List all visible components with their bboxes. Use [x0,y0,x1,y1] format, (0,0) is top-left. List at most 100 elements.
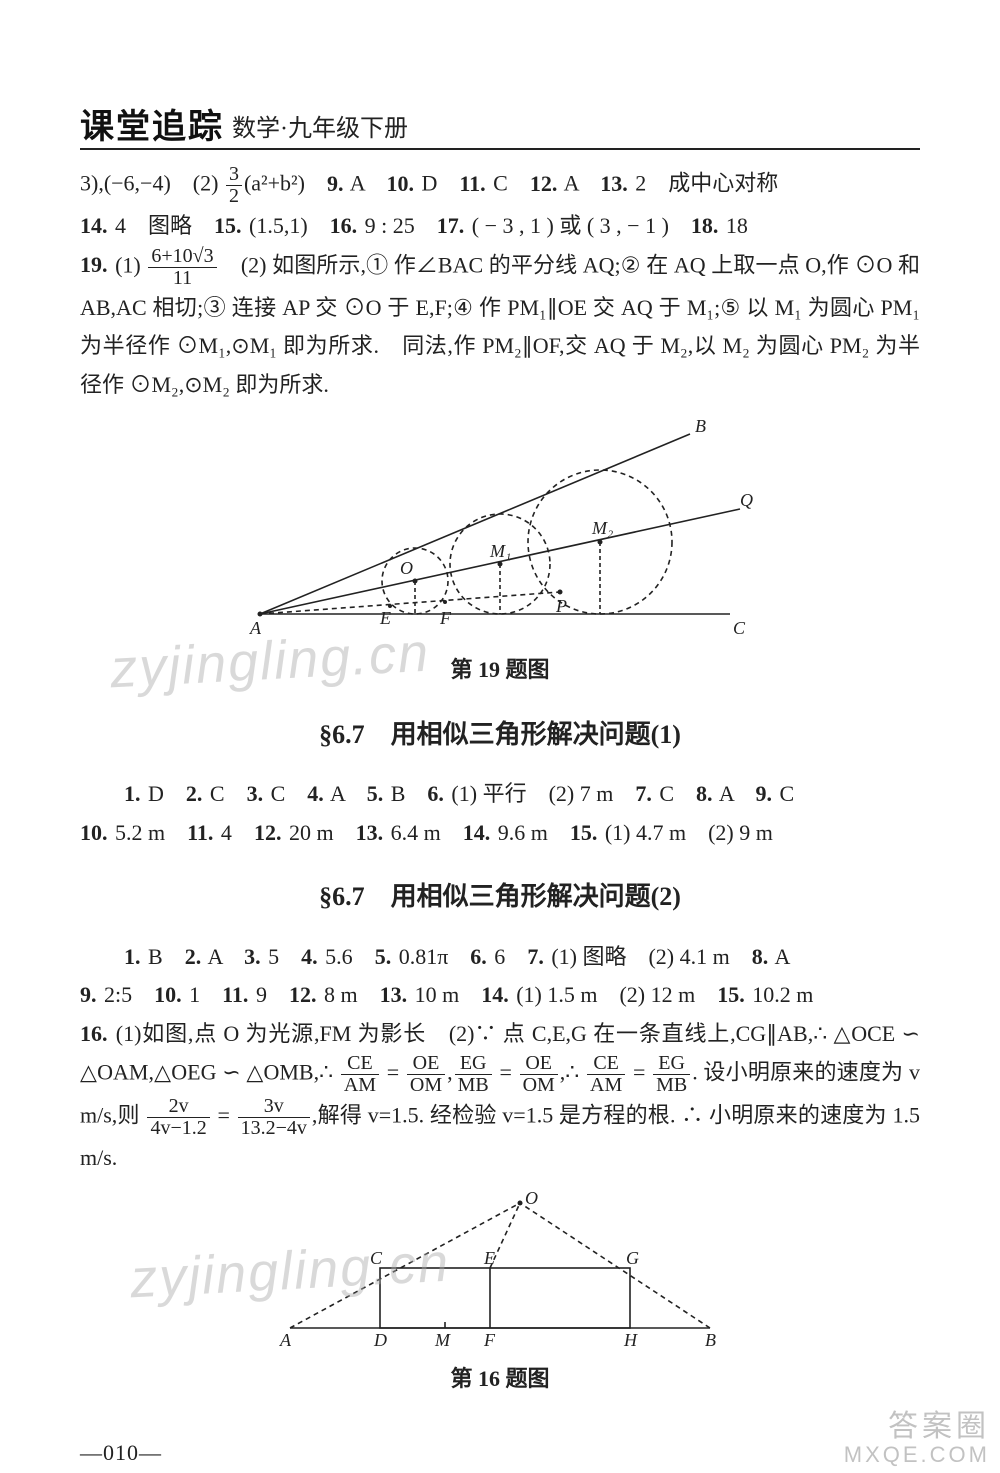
qnum: 6. [427,781,444,806]
pt-Q: Q [740,490,753,510]
page-header: 课堂追踪 数学·九年级下册 [80,110,920,150]
qnum: 12. [530,171,558,196]
fraction: 32 [224,164,244,207]
answer: 18 [720,213,748,238]
answer: 1 [184,982,223,1007]
answer: 6 [489,944,528,969]
qnum: 9. [327,171,344,196]
pt-O: O [525,1188,538,1208]
fraction: 3v13.2−4v [236,1096,312,1139]
answer: 4 图略 [110,213,215,238]
text: = [381,1060,405,1085]
figure-19-caption: 第 19 题图 [80,651,920,690]
qnum: 4. [301,944,318,969]
answer: A [203,944,244,969]
figure-16-svg: O A B C D E F G H M [270,1188,730,1358]
answer: 0.81π [393,944,470,969]
answer: 9 : 25 [359,213,437,238]
pt-M1: M₁ [489,541,511,561]
fraction: 2v4v−1.2 [145,1096,211,1139]
answer: A [715,781,756,806]
qnum: 9. [756,781,773,806]
qnum: 17. [437,213,465,238]
section-6-7-2-title: §6.7 用相似三角形解决问题(2) [80,874,920,920]
pt-M: M [434,1330,451,1350]
qnum: 12. [254,820,282,845]
pt-E: E [379,608,391,628]
text: = [627,1060,651,1085]
pt-G: G [626,1248,639,1268]
figure-16: O A B C D E F G H M 第 16 题图 [80,1188,920,1399]
answer: (1) [110,252,147,277]
header-logo: 课堂追踪 [80,110,224,144]
fraction: CEAM [585,1053,627,1096]
fraction: 6+10√311 [146,246,218,289]
answer: 5.6 [320,944,375,969]
fraction: EGMB [453,1053,494,1096]
qnum: 5. [375,944,392,969]
qnum: 5. [367,781,384,806]
figure-16-caption: 第 16 题图 [80,1360,920,1399]
answer: D [416,171,459,196]
pt-B: B [695,416,706,436]
qnum: 4. [307,781,324,806]
content-body: 3),(−6,−4) (2) 32(a²+b²) 9. A 10. D 11. … [80,164,920,1473]
qnum: 3. [247,781,264,806]
qnum: 10. [386,171,414,196]
answer: C [204,781,246,806]
qnum: 14. [80,213,108,238]
text: = [212,1103,236,1128]
text: 3),(−6,−4) (2) [80,171,224,196]
answer: 8 m [318,982,379,1007]
pt-A: A [249,618,262,638]
answer: 4 [215,820,254,845]
pt-C: C [370,1248,383,1268]
text: ,∴ [560,1060,585,1085]
qnum: 16. [80,1021,108,1046]
answer: A [345,171,386,196]
answer: ( − 3 , 1 ) 或 ( 3 , − 1 ) [466,213,691,238]
qnum: 9. [80,982,97,1007]
page-number: —010— [80,1434,920,1473]
qnum: 19. [80,252,108,277]
pt-F: F [483,1330,496,1350]
qnum: 8. [752,944,769,969]
answer: (1) 1.5 m (2) 12 m [511,982,718,1007]
qnum: 6. [470,944,487,969]
answer: (1) 平行 (2) 7 m [446,781,635,806]
qnum: 14. [463,820,491,845]
pt-B: B [705,1330,716,1350]
answer: A [559,171,600,196]
header-subject: 数学·九年级下册 [232,116,408,144]
answer: C [774,781,794,806]
pt-H: H [623,1330,638,1350]
qnum: 1. [124,781,141,806]
fraction: CEAM [339,1053,381,1096]
answer: C [488,171,530,196]
qnum: 2. [186,781,203,806]
qnum: 3. [244,944,261,969]
pt-P: P [555,596,567,616]
qnum: 7. [527,944,544,969]
text: = [494,1060,518,1085]
pt-E: E [483,1248,495,1268]
qnum: 10. [154,982,182,1007]
answer: 5 [263,944,302,969]
qnum: 15. [717,982,745,1007]
pt-M2: M₂ [591,518,613,538]
qnum: 16. [330,213,358,238]
answer: C [654,781,696,806]
answer: 9 [250,982,289,1007]
answer: 9.6 m [492,820,570,845]
answer: (1.5,1) [244,213,330,238]
qnum: 11. [222,982,248,1007]
answer: 10.2 m [747,982,814,1007]
answer: D [143,781,186,806]
qnum: 13. [356,820,384,845]
qnum: 12. [289,982,317,1007]
qnum: 13. [600,171,628,196]
qnum: 15. [214,213,242,238]
qnum: 13. [380,982,408,1007]
answer: 6.4 m [385,820,463,845]
pt-A: A [279,1330,292,1350]
